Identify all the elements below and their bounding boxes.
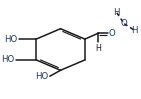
Text: H: H	[131, 26, 137, 35]
Text: H: H	[95, 44, 101, 53]
Text: HO: HO	[4, 35, 17, 44]
Text: HO: HO	[1, 55, 15, 64]
Text: H: H	[114, 8, 120, 17]
Text: HO: HO	[35, 72, 49, 81]
Text: O: O	[108, 29, 115, 38]
Text: O: O	[121, 19, 128, 28]
